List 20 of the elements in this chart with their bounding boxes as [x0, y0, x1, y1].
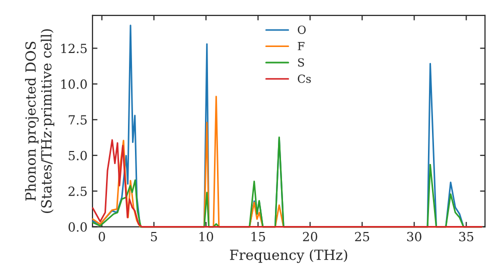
x-tick-label: 15 [252, 232, 266, 242]
y-tick-label: 5.0 [68, 150, 87, 160]
legend-label: Cs [298, 74, 311, 83]
y-tick-label: 12.5 [61, 44, 87, 54]
y-axis-title: Phonon projected DOS (States/THz·primitive cell) [25, 29, 54, 213]
x-tick-label: 10 [200, 232, 214, 242]
x-axis-title: Frequency (THz) [230, 249, 348, 263]
y-tick-label: 10.0 [61, 79, 87, 89]
x-tick-label: 20 [302, 232, 318, 242]
legend-label: S [298, 58, 304, 67]
x-tick-label: 30 [407, 232, 422, 242]
y-tick-label: 0.0 [68, 222, 87, 232]
x-tick-label: 25 [355, 232, 370, 242]
x-tick-label: 35 [459, 232, 474, 242]
legend-label: F [298, 42, 304, 50]
y-tick-label: 2.5 [68, 186, 87, 196]
legend-label: O [298, 26, 306, 34]
x-tick-label: 0 [98, 232, 106, 242]
x-tick-label: 5 [151, 232, 157, 242]
y-tick-label: 7.5 [68, 115, 87, 125]
